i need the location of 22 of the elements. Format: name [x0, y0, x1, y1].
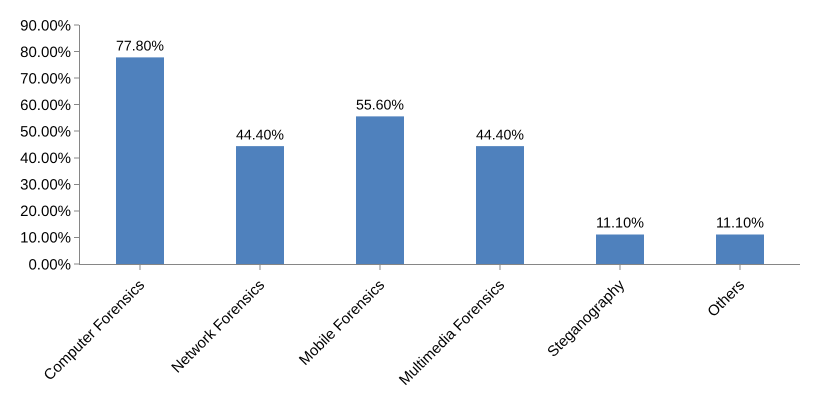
y-tick-label: 60.00%: [20, 96, 71, 114]
bar: [596, 234, 644, 264]
bar: [476, 146, 524, 264]
data-label: 77.80%: [116, 38, 164, 54]
y-tick-label: 20.00%: [20, 203, 71, 220]
data-label: 44.40%: [476, 126, 524, 142]
bar: [236, 146, 284, 264]
y-tick-label: 30.00%: [20, 176, 71, 194]
y-tick-label: 90.00%: [20, 17, 71, 34]
bar: [716, 234, 764, 264]
data-label: 11.10%: [596, 216, 644, 232]
data-label: 55.60%: [356, 96, 404, 113]
y-tick-label: 10.00%: [20, 230, 71, 247]
y-tick-label: 40.00%: [20, 150, 71, 168]
bar: [356, 116, 404, 264]
bar: [116, 57, 164, 264]
data-label: 11.10%: [716, 216, 764, 232]
data-label: 44.40%: [236, 126, 284, 142]
y-tick-label: 70.00%: [20, 70, 71, 88]
y-tick-label: 0.00%: [28, 256, 71, 274]
y-tick-label: 50.00%: [20, 123, 71, 140]
y-tick-label: 80.00%: [20, 44, 71, 61]
